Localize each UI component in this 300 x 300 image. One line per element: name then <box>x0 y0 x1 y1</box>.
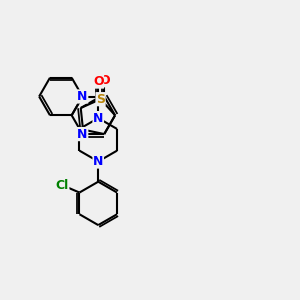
Text: O: O <box>99 74 110 87</box>
Text: N: N <box>77 128 88 141</box>
Text: N: N <box>93 112 104 124</box>
Text: Cl: Cl <box>56 178 69 192</box>
Text: N: N <box>77 90 88 103</box>
Text: O: O <box>93 75 104 88</box>
Text: N: N <box>93 155 104 168</box>
Text: S: S <box>96 93 105 106</box>
